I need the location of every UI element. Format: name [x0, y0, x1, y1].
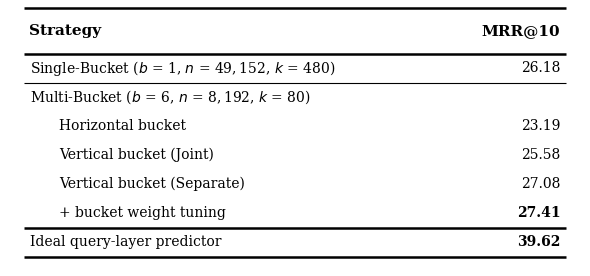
Text: MRR@10: MRR@10 [482, 24, 560, 38]
Text: Vertical bucket (Separate): Vertical bucket (Separate) [59, 177, 245, 192]
Text: 26.18: 26.18 [521, 61, 560, 75]
Text: Multi-Bucket ($b$ = 6, $n$ = 8, 192, $k$ = 80): Multi-Bucket ($b$ = 6, $n$ = 8, 192, $k$… [30, 89, 310, 106]
Text: 39.62: 39.62 [517, 235, 560, 249]
Text: 23.19: 23.19 [521, 119, 560, 133]
Text: 27.08: 27.08 [521, 177, 560, 191]
Text: 27.41: 27.41 [517, 206, 560, 220]
Text: + bucket weight tuning: + bucket weight tuning [59, 206, 226, 220]
Text: Vertical bucket (Joint): Vertical bucket (Joint) [59, 148, 214, 163]
Text: 25.58: 25.58 [521, 148, 560, 162]
Text: Ideal query-layer predictor: Ideal query-layer predictor [30, 235, 221, 249]
Text: Strategy: Strategy [30, 24, 101, 38]
Text: Single-Bucket ($b$ = 1, $n$ = 49, 152, $k$ = 480): Single-Bucket ($b$ = 1, $n$ = 49, 152, $… [30, 59, 335, 78]
Text: Horizontal bucket: Horizontal bucket [59, 119, 186, 133]
